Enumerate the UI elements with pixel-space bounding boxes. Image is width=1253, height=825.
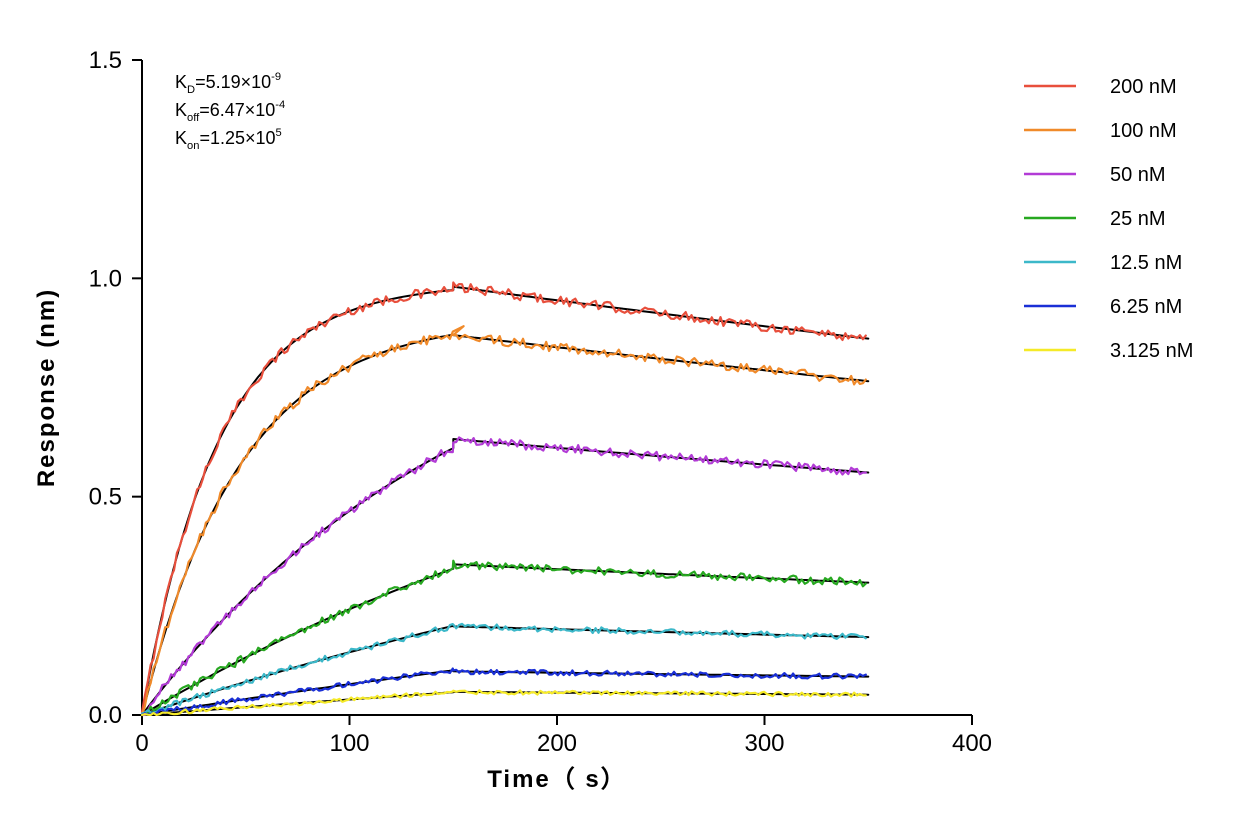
data-curve: [142, 283, 866, 713]
y-axis-label: Response (nm): [33, 288, 60, 487]
x-axis-label: Time（ s）: [487, 766, 627, 793]
x-tick-label: 200: [537, 730, 577, 757]
legend-label: 3.125 nM: [1110, 340, 1193, 362]
legend-label: 200 nM: [1110, 76, 1177, 98]
chart-svg: 0 100 200 300 400 0.0 0.5 1.0 1.5 Time（ s） Respons…: [0, 0, 1253, 825]
legend-label: 12.5 nM: [1110, 252, 1182, 274]
legend-label: 25 nM: [1110, 208, 1166, 230]
y-tick-label: 1.0: [89, 265, 122, 292]
x-tick-label: 400: [952, 730, 992, 757]
x-tick-label: 300: [744, 730, 784, 757]
x-tick-label: 0: [135, 730, 148, 757]
legend-label: 50 nM: [1110, 164, 1166, 186]
fit-curve: [142, 626, 868, 715]
data-curve: [142, 690, 866, 715]
y-tick-label: 0.0: [89, 702, 122, 729]
data-curve: [142, 326, 866, 715]
fit-curve: [142, 287, 868, 715]
x-tick-label: 100: [329, 730, 369, 757]
y-tick-label: 0.5: [89, 484, 122, 511]
legend-label: 6.25 nM: [1110, 296, 1182, 318]
kinetics-annotation: Koff=6.47×10-4: [175, 99, 285, 124]
y-tick-label: 1.5: [89, 47, 122, 74]
kinetics-annotation: Kon=1.25×105: [175, 127, 282, 152]
kinetics-annotation: KD=5.19×10-9: [175, 71, 281, 96]
fit-curve: [142, 335, 868, 715]
legend-label: 100 nM: [1110, 120, 1177, 142]
chart-container: 0 100 200 300 400 0.0 0.5 1.0 1.5 Time（ s） Respons…: [0, 0, 1253, 825]
